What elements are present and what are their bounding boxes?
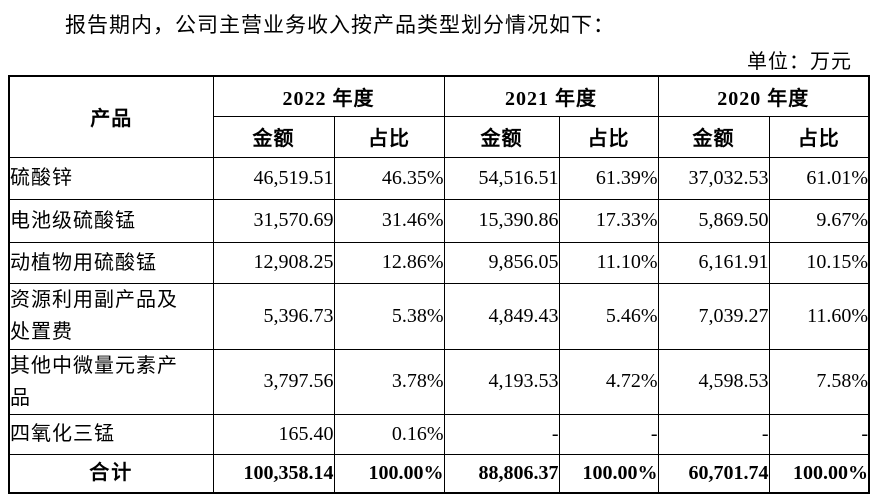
ratio-cell: 9.67% xyxy=(768,198,870,243)
table-row: 资源利用副产品及 处置费 5,396.73 5.38% 4,849.43 5.4… xyxy=(8,282,870,350)
ratio-header-cell: 占比 xyxy=(558,115,659,158)
year-2022-header-cell: 2022 年度 xyxy=(212,75,445,117)
table-row: 电池级硫酸锰 31,570.69 31.46% 15,390.86 17.33%… xyxy=(8,198,870,243)
amount-cell: 5,869.50 xyxy=(657,198,770,243)
amount-cell: 54,516.51 xyxy=(443,156,560,200)
ratio-cell: 61.39% xyxy=(558,156,659,200)
ratio-cell: 46.35% xyxy=(333,156,445,200)
product-cell: 动植物用硫酸锰 xyxy=(8,241,214,284)
amount-cell: 15,390.86 xyxy=(443,198,560,243)
amount-cell: 5,396.73 xyxy=(212,282,335,350)
total-ratio-cell: 100.00% xyxy=(558,453,659,494)
amount-header-cell: 金额 xyxy=(657,115,770,158)
unit-label: 单位：万元 xyxy=(747,51,852,73)
amount-cell: 46,519.51 xyxy=(212,156,335,200)
ratio-cell: - xyxy=(768,413,870,455)
ratio-cell: 4.72% xyxy=(558,348,659,415)
ratio-cell: 5.46% xyxy=(558,282,659,350)
product-cell: 其他中微量元素产 品 xyxy=(8,348,214,415)
ratio-cell: 17.33% xyxy=(558,198,659,243)
year-2021-header-cell: 2021 年度 xyxy=(443,75,659,117)
ratio-header-cell: 占比 xyxy=(333,115,445,158)
ratio-cell: 3.78% xyxy=(333,348,445,415)
table-row: 硫酸锌 46,519.51 46.35% 54,516.51 61.39% 37… xyxy=(8,156,870,200)
amount-cell: - xyxy=(443,413,560,455)
amount-cell: - xyxy=(657,413,770,455)
total-ratio-cell: 100.00% xyxy=(768,453,870,494)
total-amount-cell: 100,358.14 xyxy=(212,453,335,494)
product-cell: 硫酸锌 xyxy=(8,156,214,200)
ratio-cell: 31.46% xyxy=(333,198,445,243)
product-cell: 电池级硫酸锰 xyxy=(8,198,214,243)
amount-cell: 31,570.69 xyxy=(212,198,335,243)
intro-text: 报告期内，公司主营业务收入按产品类型划分情况如下： xyxy=(65,13,615,37)
amount-header-cell: 金额 xyxy=(212,115,335,158)
ratio-cell: 10.15% xyxy=(768,241,870,284)
ratio-cell: 0.16% xyxy=(333,413,445,455)
amount-cell: 4,193.53 xyxy=(443,348,560,415)
ratio-cell: 7.58% xyxy=(768,348,870,415)
amount-cell: 37,032.53 xyxy=(657,156,770,200)
table-row: 其他中微量元素产 品 3,797.56 3.78% 4,193.53 4.72%… xyxy=(8,348,870,415)
revenue-by-product-table: 产品 2022 年度 2021 年度 2020 年度 金额 占比 金额 占比 金… xyxy=(8,75,870,494)
ratio-cell: 11.10% xyxy=(558,241,659,284)
ratio-cell: 61.01% xyxy=(768,156,870,200)
year-2020-header-cell: 2020 年度 xyxy=(657,75,870,117)
amount-cell: 4,598.53 xyxy=(657,348,770,415)
total-ratio-cell: 100.00% xyxy=(333,453,445,494)
amount-cell: 3,797.56 xyxy=(212,348,335,415)
ratio-header-cell: 占比 xyxy=(768,115,870,158)
product-cell: 四氧化三锰 xyxy=(8,413,214,455)
ratio-cell: 11.60% xyxy=(768,282,870,350)
total-row: 合计 100,358.14 100.00% 88,806.37 100.00% … xyxy=(8,453,870,494)
header-year-row: 产品 2022 年度 2021 年度 2020 年度 xyxy=(8,75,870,158)
amount-cell: 165.40 xyxy=(212,413,335,455)
total-amount-cell: 60,701.74 xyxy=(657,453,770,494)
header-sub-row: 金额 占比 金额 占比 金额 占比 xyxy=(9,115,870,158)
table-row: 四氧化三锰 165.40 0.16% - - - - xyxy=(8,413,870,455)
amount-cell: 12,908.25 xyxy=(212,241,335,284)
product-cell: 资源利用副产品及 处置费 xyxy=(8,282,214,350)
amount-cell: 6,161.91 xyxy=(657,241,770,284)
amount-header-cell: 金额 xyxy=(443,115,560,158)
ratio-cell: 12.86% xyxy=(333,241,445,284)
ratio-cell: - xyxy=(558,413,659,455)
total-label-cell: 合计 xyxy=(8,453,214,494)
total-amount-cell: 88,806.37 xyxy=(443,453,560,494)
amount-cell: 4,849.43 xyxy=(443,282,560,350)
ratio-cell: 5.38% xyxy=(333,282,445,350)
amount-cell: 7,039.27 xyxy=(657,282,770,350)
table-row: 动植物用硫酸锰 12,908.25 12.86% 9,856.05 11.10%… xyxy=(8,241,870,284)
product-header-cell: 产品 xyxy=(8,75,214,158)
amount-cell: 9,856.05 xyxy=(443,241,560,284)
